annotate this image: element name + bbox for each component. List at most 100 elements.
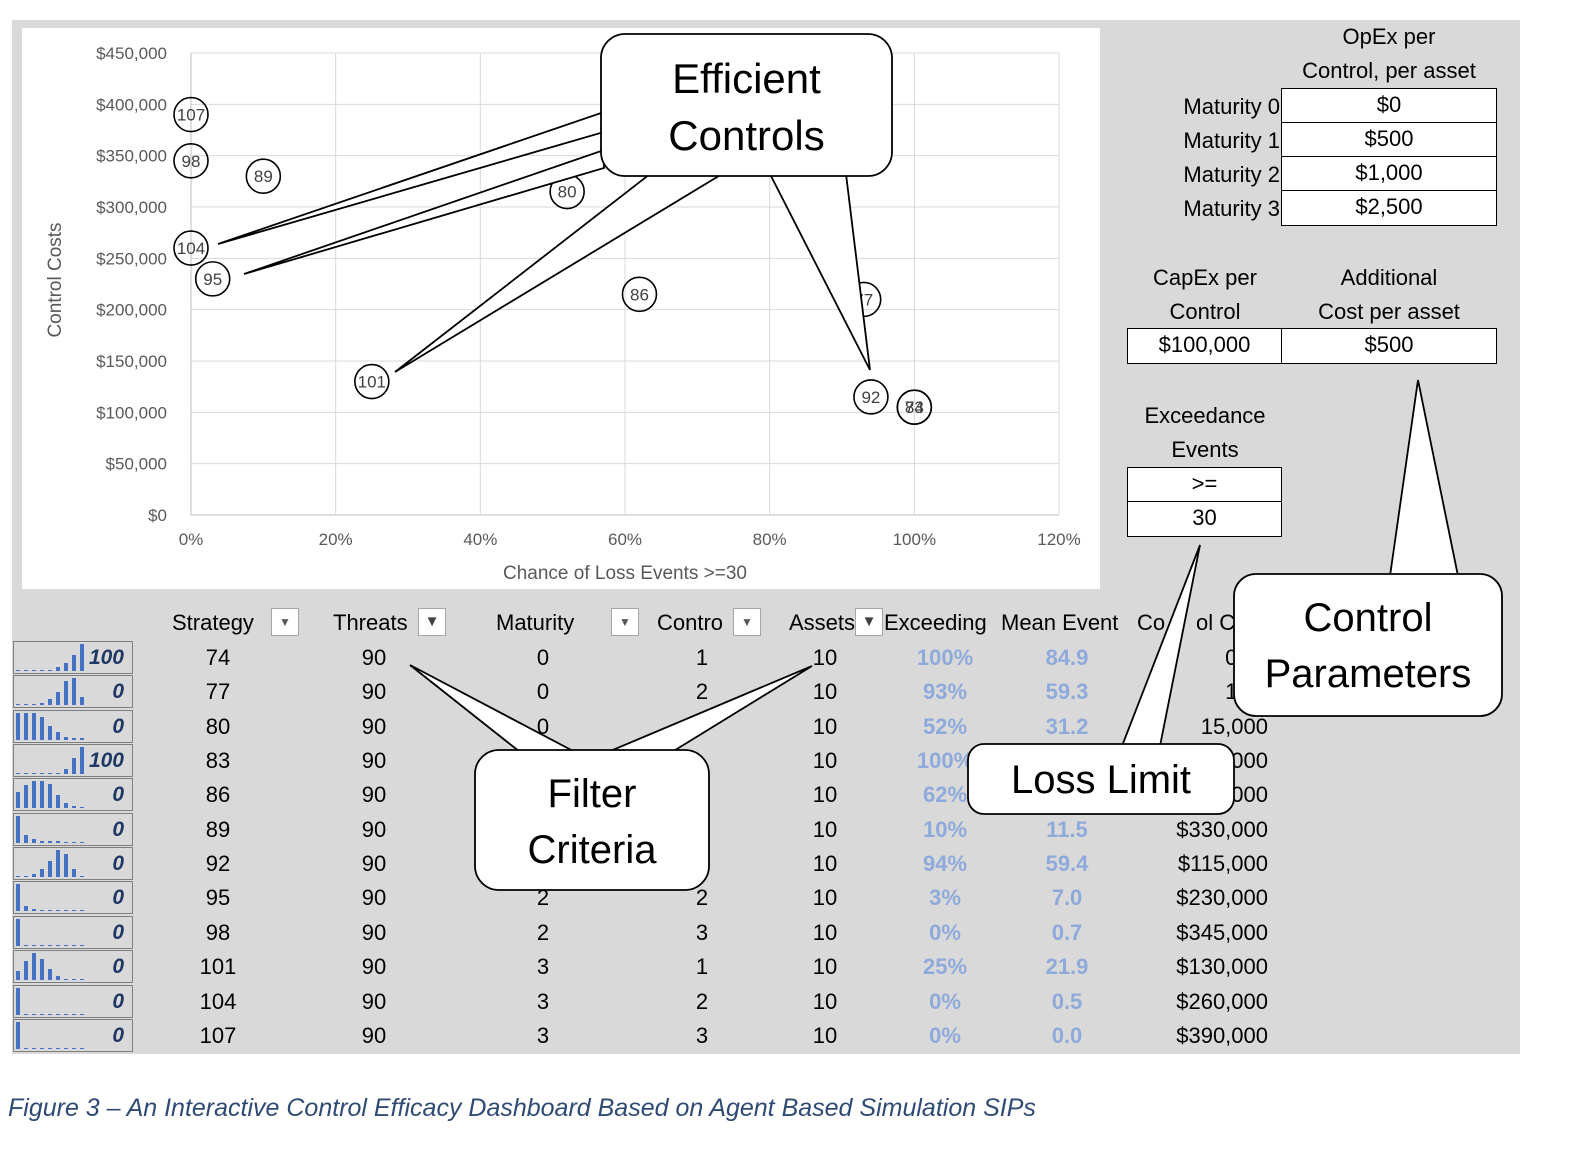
sparkline-bar xyxy=(56,910,60,912)
sparkline-value: 0 xyxy=(112,955,124,979)
exceedance-threshold-input[interactable]: 30 xyxy=(1127,501,1282,537)
sparkline-bars xyxy=(16,1021,108,1049)
data-point-89[interactable]: 89 xyxy=(245,158,282,194)
sparkline-value: 0 xyxy=(112,817,124,841)
sparkline-bar xyxy=(72,1013,76,1015)
data-point-104[interactable]: 104 xyxy=(173,230,209,266)
filter-criteria-line-2: Criteria xyxy=(527,828,657,872)
data-point-74[interactable]: 74 xyxy=(896,389,933,426)
filter-dropdown-control[interactable]: ▼ xyxy=(733,608,761,636)
col-header-control[interactable]: Contro xyxy=(657,610,724,635)
data-point-98[interactable]: 98 xyxy=(173,143,209,179)
cell-strategy: 104 xyxy=(199,988,237,1014)
col-header-control-cost-right[interactable]: ol C xyxy=(1196,610,1236,635)
sparkline-bar xyxy=(80,910,84,912)
opex-header: OpEx per Control, per asset xyxy=(1282,20,1496,88)
filter-active-assets[interactable]: ▼ xyxy=(855,608,883,636)
sparkline-bar xyxy=(64,910,68,912)
sparkline-bar xyxy=(56,666,60,671)
sparkline-bar xyxy=(32,908,36,912)
efficient-controls-line-2: Controls xyxy=(668,112,825,159)
y-tick-label: $200,000 xyxy=(96,301,167,320)
sparkline-bar xyxy=(48,860,52,878)
sparkline-bar xyxy=(56,841,60,843)
sparkline-bar xyxy=(72,944,76,946)
sparkline-bar xyxy=(48,841,52,843)
sparkline-bar xyxy=(80,644,84,671)
sparkline-bars xyxy=(16,780,108,809)
x-axis-title: Chance of Loss Events >=30 xyxy=(503,563,747,584)
sparkline-bars xyxy=(16,987,108,1015)
sparkline-bar xyxy=(48,969,52,981)
sparkline-bar xyxy=(32,1047,36,1049)
cell-control: 2 xyxy=(695,885,709,911)
sparkline-bar xyxy=(16,987,20,1015)
data-point-92[interactable]: 92 xyxy=(853,379,889,415)
data-point-107[interactable]: 107 xyxy=(173,96,209,133)
cell-assets: 10 xyxy=(812,919,838,945)
sparkline-bar xyxy=(24,906,28,912)
sparkline-value: 0 xyxy=(112,680,124,704)
sparkline-bar xyxy=(32,874,36,878)
sparkline-bar xyxy=(72,841,76,843)
sparkline-bar xyxy=(48,772,52,775)
efficient-controls-pointer xyxy=(768,173,871,371)
filter-criteria-text: Filter Criteria xyxy=(475,766,709,878)
cell-exceeding: 0% xyxy=(929,1022,961,1048)
data-point-95[interactable]: 95 xyxy=(194,261,231,297)
data-point-86[interactable]: 86 xyxy=(621,276,658,313)
sparkline-bar xyxy=(32,1013,36,1015)
sparkline-bar xyxy=(56,1013,60,1015)
col-header-exceeding[interactable]: Exceeding xyxy=(884,610,987,635)
capex-input[interactable]: $100,000 xyxy=(1127,328,1282,364)
efficient-controls-text: Efficient Controls xyxy=(601,50,892,164)
cell-exceeding: 52% xyxy=(922,713,968,739)
cell-control-cost: $230,000 xyxy=(1176,885,1268,911)
cell-strategy: 77 xyxy=(205,679,231,705)
opex-maturity-3-input[interactable]: $2,500 xyxy=(1281,190,1497,226)
col-header-strategy[interactable]: Strategy xyxy=(172,610,254,635)
cell-exceeding: 25% xyxy=(922,954,968,980)
control-parameters-pointer xyxy=(1388,379,1460,577)
filter-criteria-callout xyxy=(474,749,710,891)
sparkline-bars xyxy=(16,643,108,671)
data-point-marker xyxy=(354,363,390,400)
capex-header: CapEx per Control xyxy=(1128,261,1282,329)
col-header-assets[interactable]: Assets xyxy=(789,610,856,635)
cell-exceeding: 94% xyxy=(922,851,968,877)
cell-control-cost: $260,000 xyxy=(1176,988,1268,1014)
sparkline-bar xyxy=(72,1047,76,1049)
sparkline-bar xyxy=(80,807,84,809)
col-header-control-cost-left[interactable]: Co xyxy=(1137,610,1166,635)
exceedance-header: Exceedance Events xyxy=(1128,399,1282,467)
sparkline-value: 0 xyxy=(112,783,124,807)
sparkline-bar xyxy=(72,678,76,706)
filter-criteria-line-1: Filter xyxy=(547,772,637,816)
cell-mean: 0.0 xyxy=(1051,1022,1083,1048)
additional-cost-input[interactable]: $500 xyxy=(1281,328,1497,364)
filter-active-threats[interactable]: ▼ xyxy=(418,608,446,636)
col-header-mean-event[interactable]: Mean Event xyxy=(1001,610,1119,635)
cell-strategy: 95 xyxy=(205,885,231,911)
exceedance-header-line-2: Events xyxy=(1171,437,1239,462)
exceedance-header-line-1: Exceedance xyxy=(1144,403,1266,428)
filter-dropdown-strategy[interactable]: ▼ xyxy=(271,608,299,636)
exceedance-operator[interactable]: >= xyxy=(1127,467,1282,502)
data-point-101[interactable]: 101 xyxy=(354,363,390,400)
opex-maturity-1-input[interactable]: $500 xyxy=(1281,122,1497,157)
cell-assets: 10 xyxy=(812,988,838,1014)
sparkline-bar xyxy=(16,815,20,843)
cell-exceeding: 10% xyxy=(922,816,968,842)
sparkline-bar xyxy=(64,978,68,981)
sparkline-bar xyxy=(16,970,20,981)
cell-threats: 90 xyxy=(361,679,387,705)
col-header-threats[interactable]: Threats xyxy=(333,610,408,635)
col-header-maturity[interactable]: Maturity xyxy=(496,610,575,635)
sparkline-bar xyxy=(64,737,68,740)
cell-maturity: 0 xyxy=(536,679,550,705)
opex-maturity-2-input[interactable]: $1,000 xyxy=(1281,156,1497,191)
filter-dropdown-maturity[interactable]: ▼ xyxy=(611,608,639,636)
x-tick-label: 80% xyxy=(753,530,787,549)
cell-mean: 7.0 xyxy=(1051,885,1083,911)
sparkline-value: 0 xyxy=(112,989,124,1013)
